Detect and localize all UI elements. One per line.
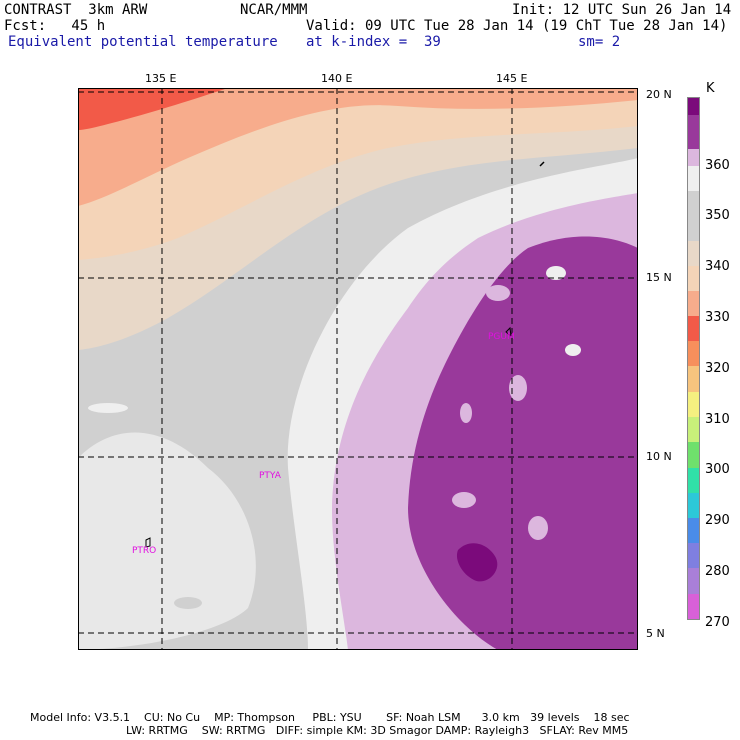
colorbar-label: 310 (705, 412, 730, 427)
colorbar-label: 290 (705, 513, 730, 528)
field-band-355-west (78, 432, 256, 650)
field-band-330 (78, 88, 228, 130)
valid-time: Valid: 09 UTC Tue 28 Jan 14 (19 ChT Tue … (306, 18, 728, 34)
map-border (78, 88, 638, 650)
field-band-335 (78, 88, 638, 206)
theta-e-map: PGUM PTYA PTRO (78, 88, 638, 650)
colorbar-label: 280 (705, 564, 730, 579)
field-cell (528, 516, 548, 540)
model-info-line2: LW: RRTMG SW: RRTMG DIFF: simple KM: 3D … (126, 724, 629, 737)
station-ptro: PTRO (132, 546, 157, 556)
station-ptya: PTYA (259, 471, 281, 481)
lon-label-145: 145 E (496, 72, 528, 85)
lat-label-20: 20 N (646, 88, 672, 101)
field-cell (509, 375, 527, 401)
colorbar-unit: K (706, 81, 715, 96)
field-band-370 (456, 543, 498, 582)
field-cell (486, 285, 510, 301)
model-title: CONTRAST 3km ARW (4, 2, 148, 18)
colorbar-label: 340 (705, 259, 730, 274)
lon-label-140: 140 E (321, 72, 353, 85)
colorbar-frame (687, 97, 700, 620)
colorbar-label: 330 (705, 310, 730, 325)
lat-label-15: 15 N (646, 271, 672, 284)
colorbar-label: 270 (705, 615, 730, 630)
level-label: at k-index = 39 (306, 34, 441, 50)
lat-lon-grid (78, 88, 638, 650)
smoothing-label: sm= 2 (578, 34, 621, 50)
field-cell (460, 403, 472, 423)
forecast-hour: Fcst: 45 h (4, 18, 106, 34)
colorbar-label: 350 (705, 208, 730, 223)
lat-label-5: 5 N (646, 627, 665, 640)
field-cell (88, 403, 128, 413)
field-cell (546, 266, 566, 280)
center-label: NCAR/MMM (240, 2, 308, 18)
station-pgum: PGUM (488, 332, 515, 342)
island-outline (539, 161, 545, 167)
colorbar-label: 360 (705, 158, 730, 173)
lon-label-135: 135 E (145, 72, 177, 85)
colorbar-label: 300 (705, 462, 730, 477)
model-info-line1: Model Info: V3.5.1 CU: No Cu MP: Thompso… (30, 711, 630, 724)
lat-label-10: 10 N (646, 450, 672, 463)
field-cell (565, 344, 581, 356)
island-outline (145, 537, 151, 548)
colorbar-label: 320 (705, 361, 730, 376)
init-time: Init: 12 UTC Sun 26 Jan 14 (512, 2, 732, 18)
field-name: Equivalent potential temperature (8, 34, 278, 50)
island-outline (505, 326, 512, 338)
field-cell (452, 492, 476, 508)
field-cell (174, 597, 202, 609)
theta-e-field (78, 88, 638, 650)
